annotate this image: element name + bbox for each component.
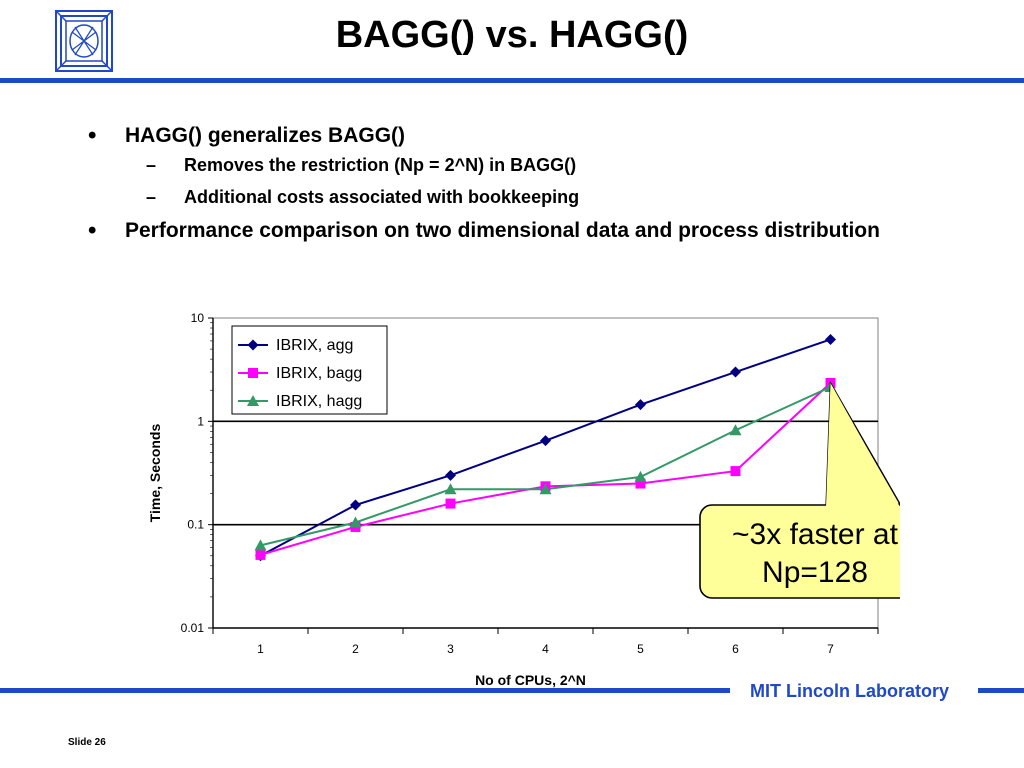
diamond-marker [350,499,361,511]
sub-bullet-item: – Additional costs associated with bookk… [88,185,968,209]
legend: IBRIX, agg IBRIX, bagg IBRIX, hagg [231,325,388,415]
x-axis-title: No of CPUs, 2^N [475,672,586,688]
sub-bullet-text: Removes the restriction (Np = 2^N) in BA… [184,155,577,175]
square-marker [635,478,646,489]
callout-pointer-fill [826,382,900,507]
y-tick-label: 10 [191,311,205,325]
y-tick-label: 1 [197,414,204,428]
triangle-marker [729,424,742,436]
triangle-marker [444,483,457,495]
diamond-marker [635,399,646,411]
slide-number: Slide 26 [68,737,106,748]
x-tick-label: 4 [542,642,549,656]
triangle-marker [254,539,267,551]
sub-bullet-mark: – [146,155,157,175]
bullet-text: HAGG() generalizes BAGG() [125,124,406,147]
x-tick-label: 5 [637,642,644,656]
square-marker [248,368,258,378]
legend-label: IBRIX, hagg [276,393,362,410]
bullet-mark: • [88,122,97,149]
triangle-marker [634,470,647,482]
callout-box [699,504,900,599]
bullet-item: • Performance comparison on two dimensio… [88,217,968,244]
diamond-marker [825,333,836,345]
triangle-marker [247,395,259,406]
triangle-marker [349,516,362,528]
square-marker [255,549,266,560]
x-tick-label: 7 [827,642,834,656]
legend-label: IBRIX, agg [276,337,353,354]
y-tick-label: 0.01 [181,621,205,635]
header-rule [0,78,1024,83]
diamond-marker [730,366,741,378]
bullet-mark: • [88,217,97,244]
square-marker [730,466,741,477]
callout-text: Np=128 [762,556,868,589]
diamond-marker [445,469,456,481]
callout: ~3x faster at Np=128 [699,380,900,599]
sub-bullet-item: – Removes the restriction (Np = 2^N) in … [88,153,968,177]
footer-lab-name: MIT Lincoln Laboratory [750,681,950,701]
square-marker [445,498,456,509]
legend-label: IBRIX, bagg [276,365,362,382]
footer-rule-left [0,688,730,693]
y-axis-title: Time, Seconds [147,424,163,523]
sub-bullet-mark: – [146,187,157,207]
x-tick-label: 1 [257,642,264,656]
x-tick-label: 2 [352,642,359,656]
bullet-list: • HAGG() generalizes BAGG() – Removes th… [88,122,968,248]
callout-text: ~3x faster at [732,518,899,551]
triangle-marker [539,483,552,495]
y-tick-label: 0.1 [187,518,204,532]
mit-ll-logo-icon [55,10,113,72]
diamond-marker [247,339,259,351]
bullet-text: Performance comparison on two dimensiona… [125,219,880,242]
performance-chart: 0.01 0.1 1 10 1 2 3 4 5 6 7 No of CPUs, 2^N Time, Se… [147,311,900,688]
x-tick-label: 6 [732,642,739,656]
page-title: BAGG() vs. HAGG() [335,14,689,56]
bullet-item: • HAGG() generalizes BAGG() [88,122,968,149]
x-tick-label: 3 [447,642,454,656]
sub-bullet-text: Additional costs associated with bookkee… [184,187,580,207]
diamond-marker [540,435,551,447]
footer-rule-right [978,688,1024,693]
